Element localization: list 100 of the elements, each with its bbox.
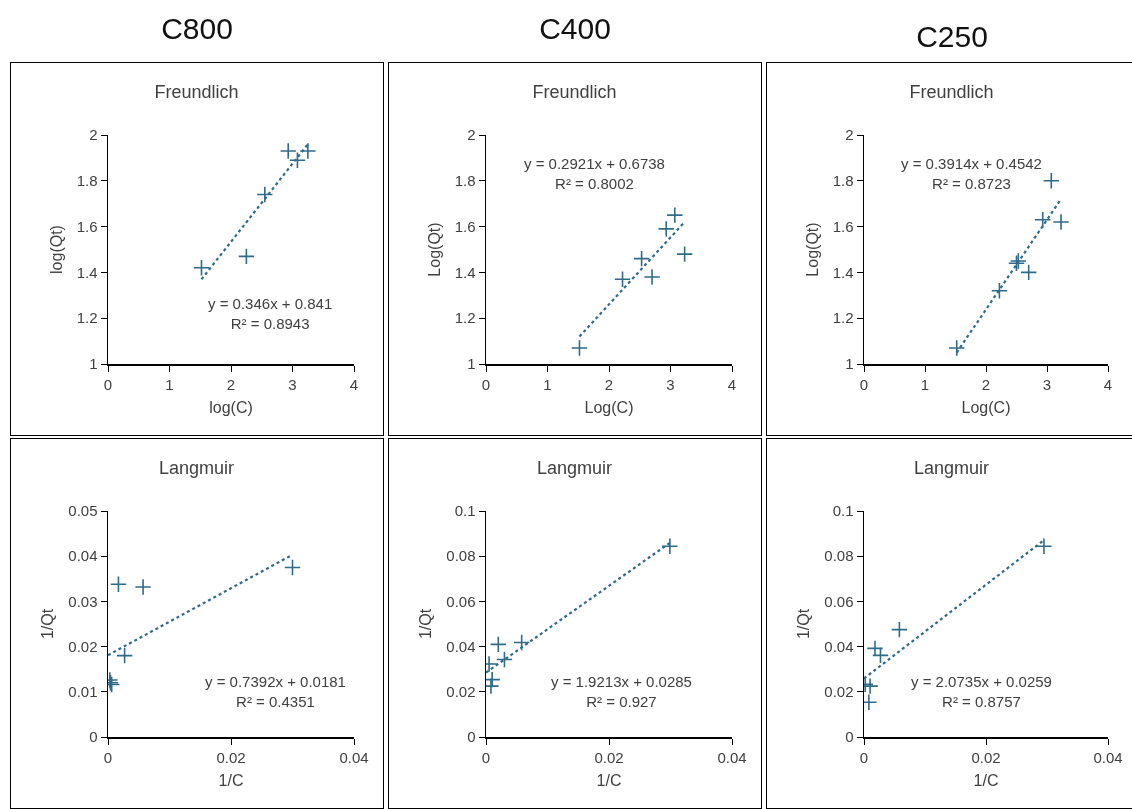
- y-tick-label: 1.6: [454, 217, 476, 235]
- chart-subtitle: C400: [538, 12, 612, 46]
- x-tick-label: 0.04: [339, 748, 369, 766]
- x-tick-label: 0.02: [594, 748, 624, 766]
- point: [570, 339, 588, 357]
- point: [666, 206, 684, 224]
- point: [614, 270, 632, 288]
- annotation: y = 0.3914x + 0.4542 R² = 0.8723: [901, 155, 1042, 192]
- y-tick-label: 0.01: [68, 683, 98, 701]
- y-tick-label: 0.06: [446, 592, 476, 610]
- x-tick-label: 0: [103, 375, 113, 393]
- x-axis-title: 1/C: [218, 771, 244, 789]
- y-tick-label: 0.06: [824, 592, 854, 610]
- x-tick-label: 3: [288, 375, 297, 393]
- y-tick-label: 0.02: [824, 683, 854, 701]
- y-tick-label: 2: [467, 126, 476, 144]
- chart-subtitle: C250: [915, 20, 989, 54]
- x-tick-label: 3: [1042, 375, 1052, 393]
- chart-title: Freundlich: [909, 81, 994, 102]
- y-tick-label: 1.6: [76, 217, 98, 235]
- point: [489, 635, 507, 653]
- y-tick-label: 1: [845, 355, 854, 373]
- x-axis-title: 1/C: [596, 771, 622, 789]
- x-axis-title: 1/C: [973, 771, 999, 789]
- x-tick-label: 0.02: [971, 748, 1001, 766]
- x-tick-label: 4: [1103, 375, 1113, 393]
- point: [256, 186, 274, 204]
- y-tick-label: 0: [89, 728, 98, 746]
- y-tick-label: 0.1: [454, 502, 476, 520]
- y-tick-label: 1.6: [832, 217, 854, 235]
- annotation: y = 0.2921x + 0.6738 R² = 0.8002: [524, 155, 665, 192]
- x-tick-label: 0: [859, 375, 869, 393]
- y-tick-label: 1: [89, 355, 98, 373]
- y-tick-label: 1.4: [454, 263, 476, 281]
- x-tick-label: 0: [481, 375, 491, 393]
- y-tick-label: 1.2: [454, 309, 476, 327]
- y-tick-label: 2: [89, 126, 98, 144]
- point: [1042, 172, 1060, 190]
- y-tick-label: 0: [845, 728, 854, 746]
- y-axis-title: 1/Qt: [795, 608, 813, 640]
- y-tick-label: 1.2: [76, 309, 98, 327]
- point: [890, 621, 908, 639]
- x-tick-label: 1: [165, 375, 174, 393]
- point: [513, 634, 531, 652]
- y-tick-label: 0.08: [824, 547, 854, 565]
- point: [237, 247, 255, 265]
- x-tick-label: 4: [727, 375, 737, 393]
- chart-title: Langmuir: [913, 457, 990, 478]
- point: [948, 339, 966, 357]
- y-tick-label: 0.02: [68, 637, 98, 655]
- point: [1035, 537, 1053, 555]
- chart-subtitle: C800: [160, 12, 234, 46]
- annotation: y = 0.7392x + 0.0181 R² = 0.4351: [205, 673, 346, 710]
- y-tick-label: 1.4: [76, 263, 98, 281]
- x-tick-label: 1: [920, 375, 930, 393]
- x-tick-label: 0: [481, 748, 491, 766]
- x-tick-label: 0: [103, 748, 113, 766]
- y-axis-title: log(Qt): [47, 225, 65, 274]
- y-tick-label: 1.8: [832, 172, 854, 190]
- annotation: y = 0.346x + 0.841 R² = 0.8943: [208, 295, 333, 332]
- chart-title: Freundlich: [154, 81, 239, 102]
- y-tick-label: 0.05: [68, 502, 98, 520]
- point: [676, 245, 694, 263]
- x-tick-label: 0.04: [1093, 748, 1123, 766]
- x-axis-title: Log(C): [961, 398, 1011, 416]
- point: [643, 268, 661, 286]
- chart-title: Freundlich: [532, 81, 617, 102]
- point: [633, 250, 651, 268]
- y-axis-title: Log(Qt): [803, 222, 821, 277]
- x-axis-title: log(C): [209, 398, 253, 416]
- x-tick-label: 3: [666, 375, 675, 393]
- chart-title: Langmuir: [158, 457, 235, 478]
- y-tick-label: 0: [467, 728, 476, 746]
- x-tick-label: 1: [543, 375, 552, 393]
- x-tick-label: 2: [226, 375, 236, 393]
- annotation: y = 1.9213x + 0.0285 R² = 0.927: [551, 673, 692, 710]
- y-tick-label: 0.08: [446, 547, 476, 565]
- y-tick-label: 0.03: [68, 592, 98, 610]
- y-axis-title: Log(Qt): [425, 222, 443, 277]
- point: [495, 650, 513, 668]
- annotation: y = 2.0735x + 0.0259 R² = 0.8757: [911, 673, 1052, 710]
- point: [657, 220, 675, 238]
- x-axis-title: Log(C): [584, 398, 634, 416]
- point: [1052, 213, 1070, 231]
- point: [1034, 211, 1052, 229]
- x-tick-label: 0.02: [216, 748, 246, 766]
- x-tick-label: 0: [859, 748, 869, 766]
- y-tick-label: 1.8: [76, 172, 98, 190]
- y-tick-label: 1.2: [832, 309, 854, 327]
- chart-title: Langmuir: [536, 457, 613, 478]
- y-axis-title: 1/Qt: [417, 608, 435, 640]
- y-tick-label: 0.04: [446, 637, 476, 655]
- x-tick-label: 4: [349, 375, 359, 393]
- y-tick-label: 0.1: [832, 502, 854, 520]
- y-tick-label: 2: [845, 126, 854, 144]
- y-tick-label: 0.04: [68, 547, 98, 565]
- point: [661, 537, 679, 555]
- point: [990, 282, 1008, 300]
- y-axis-title: 1/Qt: [39, 608, 57, 640]
- y-tick-label: 1.4: [832, 263, 854, 281]
